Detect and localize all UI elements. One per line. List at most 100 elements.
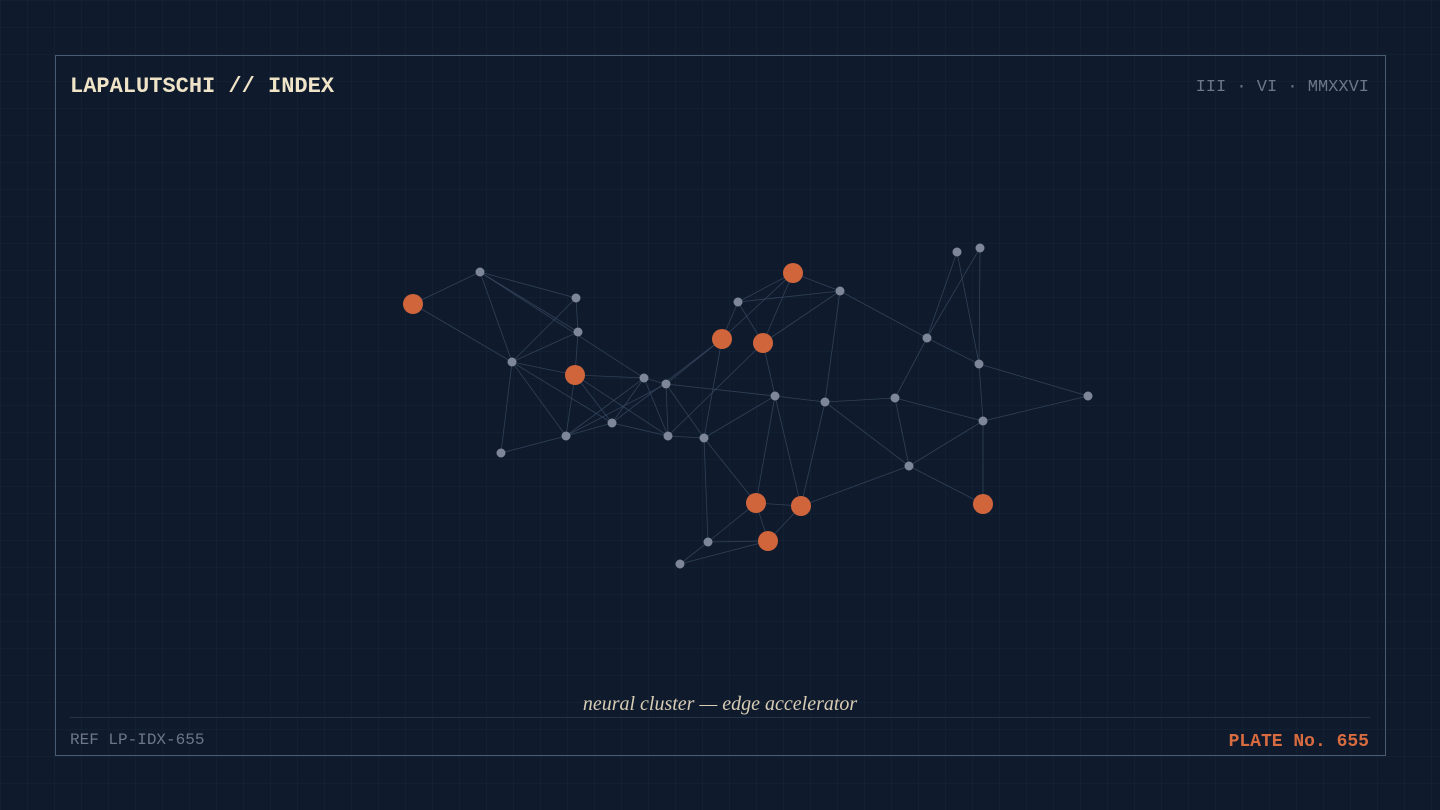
edge	[665, 383, 776, 397]
edge	[774, 395, 826, 403]
edge	[800, 401, 826, 507]
node	[890, 393, 900, 403]
edge	[956, 251, 980, 365]
node	[703, 537, 713, 547]
edge	[908, 420, 984, 467]
edge	[800, 465, 910, 507]
node	[904, 461, 914, 471]
highlight-node	[565, 365, 585, 385]
edge	[824, 401, 910, 467]
title: LAPALUTSCHI // INDEX	[70, 74, 335, 99]
edge	[479, 271, 577, 299]
node	[922, 333, 932, 343]
node	[475, 267, 485, 277]
edge	[412, 271, 481, 305]
edge	[978, 363, 984, 422]
node	[496, 448, 506, 458]
edge	[500, 361, 513, 454]
node	[820, 397, 830, 407]
edge	[665, 338, 723, 385]
edge	[665, 383, 669, 437]
edge	[774, 395, 802, 507]
edge	[574, 374, 669, 437]
edge	[926, 247, 981, 339]
edge	[511, 297, 577, 363]
highlight-node	[746, 493, 766, 513]
edge	[679, 540, 769, 565]
edge	[703, 338, 723, 439]
edge	[565, 422, 613, 437]
edge	[412, 303, 513, 363]
node	[571, 293, 581, 303]
plate-number: PLATE No. 655	[1229, 732, 1369, 752]
node	[1083, 391, 1093, 401]
node	[978, 416, 988, 426]
edge	[611, 422, 669, 437]
edge	[737, 290, 841, 303]
edge	[565, 374, 576, 437]
edge	[479, 271, 645, 379]
edge	[511, 361, 613, 424]
node	[561, 431, 571, 441]
edge	[667, 435, 705, 439]
edge	[511, 331, 579, 363]
edge	[703, 395, 776, 439]
highlight-node	[712, 329, 732, 349]
node	[607, 418, 617, 428]
date: III · VI · MMXXVI	[1196, 78, 1369, 97]
node	[974, 359, 984, 369]
node	[639, 373, 649, 383]
edge	[824, 290, 841, 403]
ref: REF LP-IDX-655	[70, 731, 204, 749]
edge	[908, 465, 984, 505]
edge	[574, 374, 645, 379]
edge	[479, 271, 579, 333]
caption: neural cluster — edge accelerator	[583, 693, 858, 715]
edge	[565, 383, 667, 437]
node	[675, 559, 685, 569]
edge	[824, 397, 896, 403]
nodes	[403, 243, 1093, 569]
edge	[703, 437, 709, 543]
node	[835, 286, 845, 296]
highlight-node	[783, 263, 803, 283]
edge	[737, 272, 794, 303]
edge	[611, 377, 645, 424]
highlight-node	[758, 531, 778, 551]
edge	[926, 337, 980, 365]
edge	[894, 337, 928, 399]
node	[573, 327, 583, 337]
node	[952, 247, 962, 257]
highlight-node	[791, 496, 811, 516]
edge	[667, 342, 764, 437]
edge	[978, 247, 981, 365]
edge	[755, 395, 776, 504]
frame	[55, 55, 1386, 756]
node	[975, 243, 985, 253]
edge	[479, 271, 513, 363]
edge	[703, 437, 757, 504]
node	[733, 297, 743, 307]
edge	[839, 290, 928, 339]
edge	[511, 361, 567, 437]
edge	[894, 397, 910, 467]
node	[507, 357, 517, 367]
edge	[707, 502, 757, 543]
edge	[762, 272, 794, 344]
edge	[707, 540, 769, 543]
edge	[762, 290, 841, 344]
edge	[575, 297, 579, 333]
edge	[500, 435, 567, 454]
edge	[665, 383, 705, 439]
edge	[511, 361, 576, 376]
edge	[978, 363, 1089, 397]
edge	[894, 397, 984, 422]
highlight-node	[403, 294, 423, 314]
highlight-node	[753, 333, 773, 353]
edge	[926, 251, 958, 339]
node	[770, 391, 780, 401]
edge	[721, 272, 794, 340]
